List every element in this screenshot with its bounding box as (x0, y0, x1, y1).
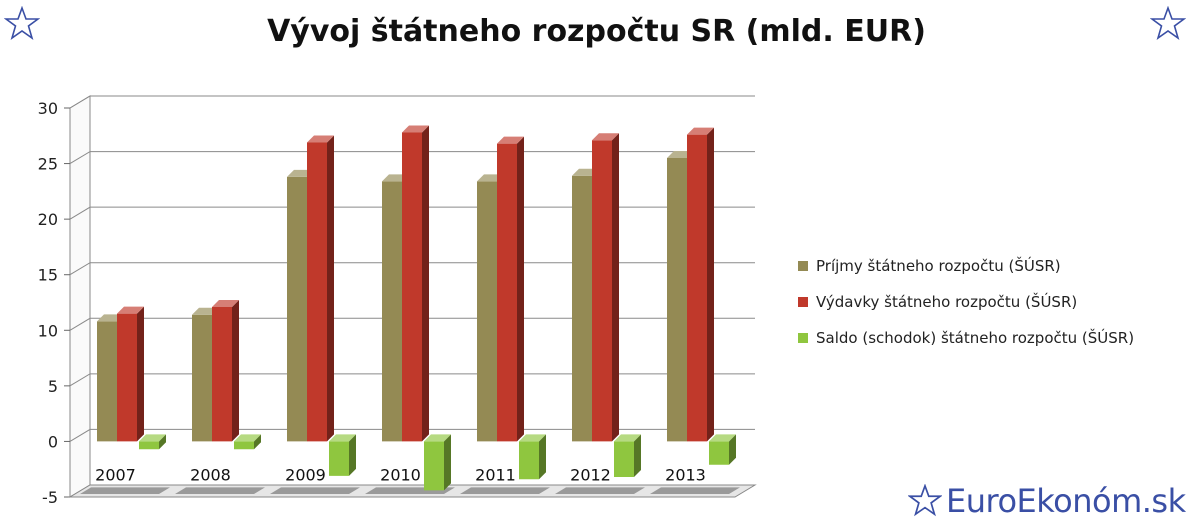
star-outline-icon (4, 6, 40, 40)
y-tick-label: 5 (48, 377, 58, 396)
expenditure-bar (307, 135, 334, 442)
x-tick-label: 2011 (475, 465, 516, 484)
legend-label: Saldo (schodok) štátneho rozpočtu (ŠÚSR) (816, 329, 1135, 347)
x-tick-label: 2008 (190, 465, 231, 484)
floor-segment (175, 487, 265, 494)
x-tick-label: 2007 (95, 465, 136, 484)
y-tick-label: 10 (38, 321, 58, 340)
gridline (69, 428, 755, 442)
y-tick-label: 20 (38, 210, 58, 229)
expenditure-bar (497, 136, 524, 442)
x-tick-label: 2010 (380, 465, 421, 484)
gridline (69, 373, 755, 387)
balance-bar (614, 434, 641, 477)
floor-segment (270, 487, 360, 494)
legend-item: Príjmy štátneho rozpočtu (ŠÚSR) (798, 248, 1134, 284)
gridline (69, 206, 755, 220)
floor-segment (460, 487, 550, 494)
expenditure-bar (117, 306, 144, 442)
legend-swatch (798, 297, 808, 307)
floor-segment (650, 487, 740, 494)
y-tick-label: 30 (38, 99, 58, 118)
star-outline-icon (1150, 6, 1186, 40)
brand-logo: EuroEkonóm.sk (908, 480, 1186, 522)
balance-bar (329, 434, 356, 476)
legend-swatch (798, 333, 808, 343)
legend-item: Výdavky štátneho rozpočtu (ŠÚSR) (798, 284, 1134, 320)
y-tick-label: 0 (48, 432, 58, 451)
y-tick-label: 15 (38, 266, 58, 285)
gridline (69, 317, 755, 331)
gridline (69, 95, 755, 109)
brand-text: EuroEkonóm.sk (946, 482, 1186, 520)
bar-chart: -5 0 5 10 15 20 25 30 2007 2008 2009 2010 2011 2012 20… (38, 95, 757, 507)
x-tick-label: 2009 (285, 465, 326, 484)
floor-segment (555, 487, 645, 494)
side-wall (69, 95, 91, 498)
balance-bar (234, 434, 261, 450)
gridline (69, 151, 755, 165)
chart-legend: Príjmy štátneho rozpočtu (ŠÚSR) Výdavky š… (798, 248, 1134, 356)
floor-segment (80, 487, 170, 494)
x-tick-label: 2012 (570, 465, 611, 484)
y-tick-label: 25 (38, 155, 58, 174)
balance-bar (139, 434, 166, 450)
expenditure-bar (592, 133, 619, 442)
legend-label: Príjmy štátneho rozpočtu (ŠÚSR) (816, 257, 1061, 275)
expenditure-bar (212, 299, 239, 442)
balance-bar (424, 434, 451, 491)
legend-item: Saldo (schodok) štátneho rozpočtu (ŠÚSR) (798, 320, 1134, 356)
legend-swatch (798, 261, 808, 271)
balance-bar (709, 434, 736, 465)
chart-title: Vývoj štátneho rozpočtu SR (mld. EUR) (267, 14, 926, 49)
star-outline-icon (908, 484, 942, 517)
expenditure-bar (687, 127, 714, 442)
gridline (69, 262, 755, 276)
x-tick-label: 2013 (665, 465, 706, 484)
y-tick-label: -5 (42, 488, 58, 507)
balance-bar (519, 434, 546, 480)
expenditure-bar (402, 125, 429, 442)
legend-label: Výdavky štátneho rozpočtu (ŠÚSR) (816, 293, 1078, 311)
